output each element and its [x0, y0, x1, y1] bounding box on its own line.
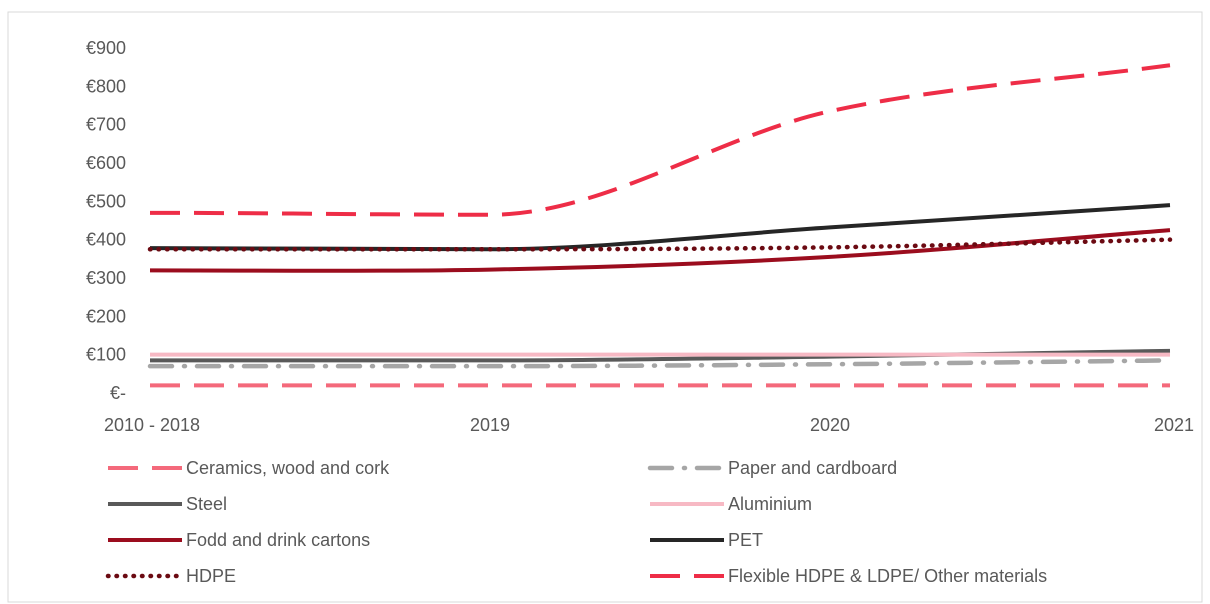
y-axis-ticks: €- €100 €200 €300 €400 €500 €600 €700 €800 €900	[86, 38, 126, 403]
series-layer	[147, 63, 1173, 388]
x-tick-label: 2010 - 2018	[104, 415, 200, 435]
y-tick-label: €100	[86, 345, 126, 365]
legend-label-0: Ceramics, wood and cork	[186, 458, 390, 478]
legend-label-3: Aluminium	[728, 494, 812, 514]
y-tick-label: €600	[86, 153, 126, 173]
legend-label-2: Steel	[186, 494, 227, 514]
x-tick-label: 2021	[1154, 415, 1194, 435]
series-line-1	[147, 358, 1173, 369]
legend-label-6: HDPE	[186, 566, 236, 586]
chart-frame	[7, 11, 1203, 603]
x-tick-label: 2019	[470, 415, 510, 435]
y-tick-label: €700	[86, 115, 126, 135]
legend-label-1: Paper and cardboard	[728, 458, 897, 478]
y-tick-label: €300	[86, 268, 126, 288]
y-tick-label: €200	[86, 306, 126, 326]
y-tick-label: €800	[86, 76, 126, 96]
legend-label-7: Flexible HDPE & LDPE/ Other materials	[728, 566, 1047, 586]
x-axis-ticks: 2010 - 2018 2019 2020 2021	[104, 415, 1194, 435]
y-tick-label: €900	[86, 38, 126, 58]
legend: Ceramics, wood and cork Paper and cardboa…	[105, 458, 1047, 586]
legend-label-4: Fodd and drink cartons	[186, 530, 370, 550]
y-tick-label: €400	[86, 230, 126, 250]
legend-label-5: PET	[728, 530, 763, 550]
x-tick-label: 2020	[810, 415, 850, 435]
y-tick-label: €500	[86, 191, 126, 211]
series-line-6	[147, 237, 1173, 252]
y-tick-label: €-	[110, 383, 126, 403]
